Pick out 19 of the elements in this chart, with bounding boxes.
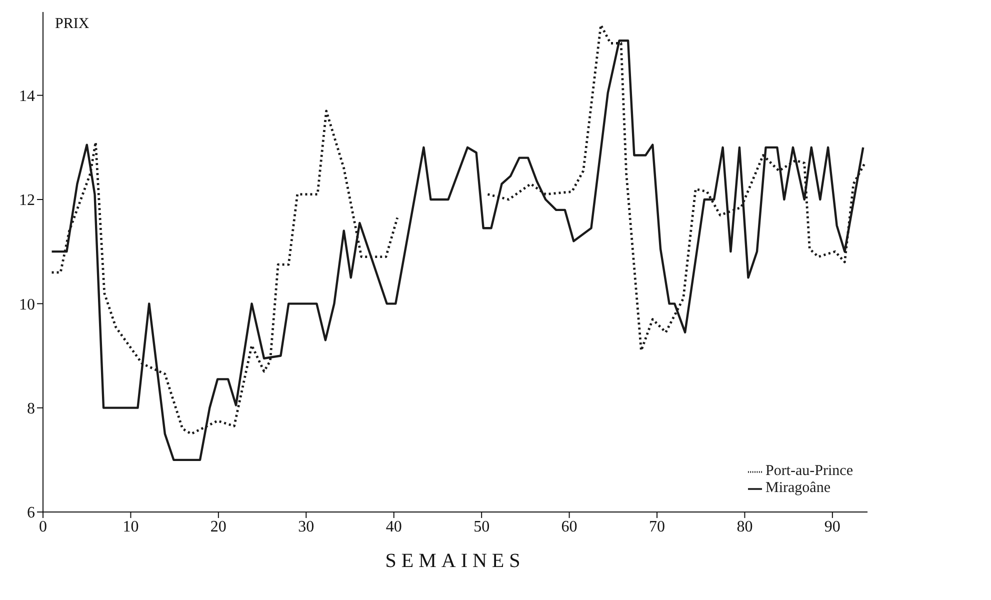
y-tick-label: 10 (19, 296, 35, 314)
x-tick-label: 20 (210, 518, 226, 536)
y-tick-label: 6 (27, 504, 35, 522)
x-tick-label: 60 (561, 518, 578, 536)
y-tick-label: 14 (19, 88, 35, 106)
y-tick-label: 8 (27, 400, 35, 418)
y-axis-title: PRIX (55, 16, 90, 32)
x-tick-label: 80 (736, 518, 753, 536)
x-tick-label: 30 (298, 518, 314, 536)
legend-label: Port-au-Prince (766, 463, 853, 479)
y-tick-label: 12 (19, 192, 35, 210)
x-tick-label: 10 (122, 518, 139, 536)
x-axis-title: SEMAINES (385, 550, 526, 572)
legend-label: Miragoâne (766, 480, 830, 496)
x-tick-label: 50 (474, 518, 490, 536)
x-tick-label: 70 (649, 518, 665, 536)
x-tick-label: 0 (39, 518, 47, 536)
x-tick-label: 40 (386, 518, 402, 536)
x-tick-label: 90 (824, 518, 840, 536)
